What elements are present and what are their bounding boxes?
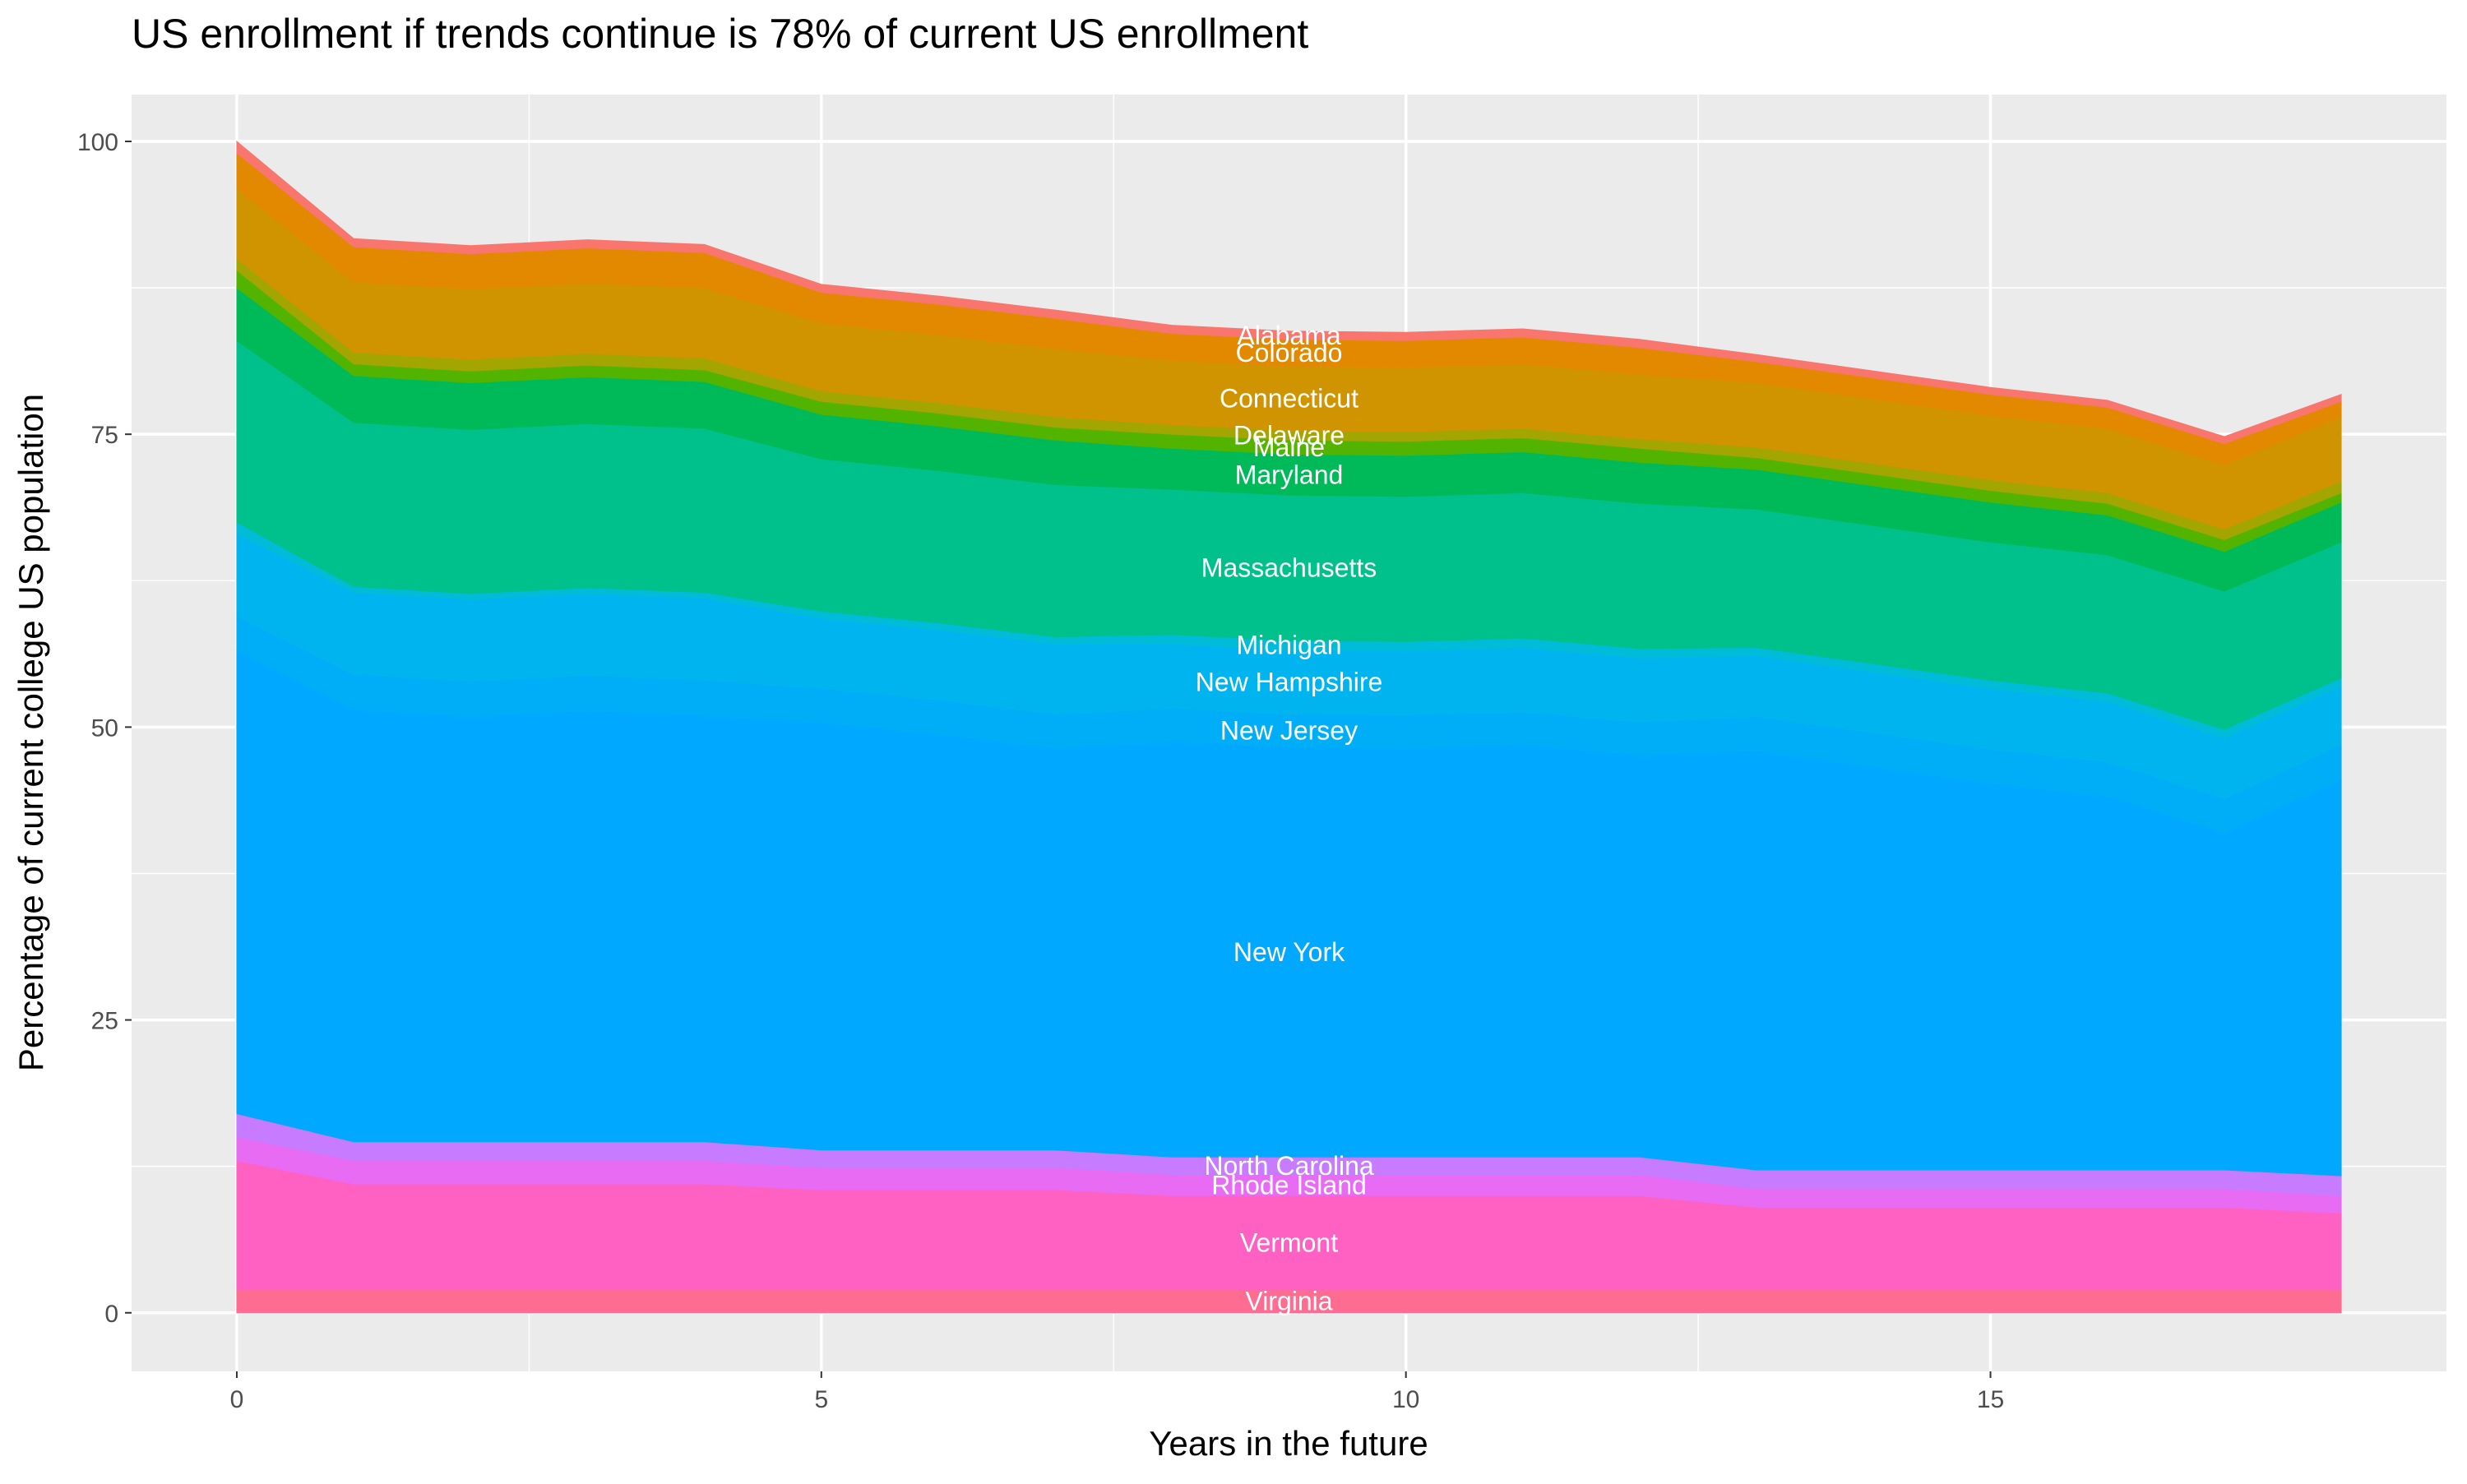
area-label: Connecticut (1220, 384, 1358, 414)
x-tick-label: 15 (1977, 1386, 2004, 1413)
area-label: Maryland (1235, 460, 1344, 489)
area-label: New Jersey (1220, 716, 1358, 746)
area-label: Delaware (1234, 421, 1345, 451)
area-label: Rhode Island (1211, 1170, 1367, 1200)
area-label: North Carolina (1204, 1151, 1374, 1181)
area-label: Massachusetts (1201, 553, 1377, 583)
chart-title: US enrollment if trends continue is 78% … (132, 11, 1308, 57)
area-label: Alabama (1237, 321, 1341, 350)
y-tick-label: 25 (91, 1008, 118, 1035)
y-axis-title: Percentage of current college US populat… (12, 394, 50, 1071)
x-tick-label: 0 (230, 1386, 244, 1413)
area-label: Michigan (1236, 631, 1341, 660)
area-label: Colorado (1236, 338, 1343, 368)
area-label: Maine (1253, 432, 1325, 462)
y-tick-label: 50 (91, 714, 118, 742)
axes: 0 25 50 75 100 0 5 10 15 (77, 129, 2004, 1413)
x-tick-label: 5 (814, 1386, 828, 1413)
area-label: Virginia (1245, 1287, 1332, 1316)
area (236, 140, 2342, 445)
area-label: Vermont (1240, 1227, 1338, 1257)
y-tick-label: 0 (104, 1301, 118, 1328)
areas (236, 140, 2342, 1314)
area-label: New York (1234, 937, 1345, 967)
y-tick-label: 100 (77, 129, 118, 156)
area-label: New Hampshire (1196, 668, 1383, 697)
x-tick-label: 10 (1392, 1386, 1419, 1413)
x-axis-title: Years in the future (1149, 1424, 1428, 1463)
y-tick-label: 75 (91, 422, 118, 449)
